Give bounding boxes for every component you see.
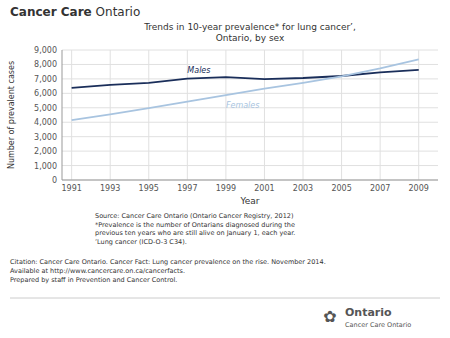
y-grid-line	[62, 64, 438, 65]
chart: Cancer Care OntarioTrends in 10-year pre…	[0, 0, 450, 338]
x-tick-label: 2003	[293, 184, 313, 193]
title: Trends in 10-year prevalence* for lung c…	[143, 22, 356, 43]
source-text: Source: Cancer Care Ontario (Ontario Can…	[95, 212, 295, 246]
title-line: Ontario, by sex	[216, 33, 285, 43]
series-label: Males	[187, 66, 210, 75]
x-tick-label: 1991	[61, 184, 81, 193]
y-tick-label: 8,000	[34, 60, 57, 69]
x-tick-label: 1993	[100, 184, 120, 193]
y-tick-label: 1,000	[34, 162, 57, 171]
x-grid-line	[225, 50, 226, 180]
footer-title: Ontario	[345, 306, 392, 319]
y-tick-label: 4,000	[34, 118, 57, 127]
x-tick-label: 2005	[331, 184, 351, 193]
y-tick-label: 3,000	[34, 133, 57, 142]
x-grid-line	[380, 50, 381, 180]
x-axis	[62, 180, 438, 181]
y-tick-label: 5,000	[34, 104, 57, 113]
source-line: *Prevalence is the number of Ontarians d…	[95, 221, 295, 229]
header-bold: Cancer Care	[10, 5, 92, 19]
y-grid-line	[62, 122, 438, 123]
x-tick-label: 1997	[177, 184, 197, 193]
y-axis-label: Number of prevalent cases	[7, 61, 16, 169]
x-tick-label: 1995	[139, 184, 159, 193]
citation: Citation: Cancer Care Ontario. Cancer Fa…	[10, 258, 326, 266]
series-line	[72, 59, 419, 120]
y-grid-line	[62, 50, 438, 51]
citation: Available at http://www.cancercare.on.ca…	[10, 267, 185, 275]
x-axis-label: Year	[239, 196, 259, 206]
y-grid-line	[62, 93, 438, 94]
x-tick-label: 2001	[254, 184, 274, 193]
y-grid-line	[62, 151, 438, 152]
x-grid-line	[264, 50, 265, 180]
y-tick-label: 7,000	[34, 75, 57, 84]
grid	[62, 50, 438, 180]
series-label: Females	[226, 101, 260, 110]
x-tick-label: 2007	[370, 184, 390, 193]
footer-symbol: ✿	[323, 307, 336, 326]
background	[0, 0, 450, 338]
y-tick-label: 6,000	[34, 89, 57, 98]
y-tick-label: 0	[52, 176, 57, 185]
y-tick-label: 2,000	[34, 147, 57, 156]
header-regular: Ontario	[92, 5, 141, 19]
x-grid-line	[303, 50, 304, 180]
y-grid-line	[62, 165, 438, 166]
source-line: Source: Cancer Care Ontario (Ontario Can…	[95, 212, 294, 220]
source-line: ’Lung cancer (ICD-O-3 C34).	[95, 238, 187, 246]
header: Cancer Care Ontario	[10, 5, 140, 19]
x-grid-line	[71, 50, 72, 180]
footer-subtitle: Cancer Care Ontario	[345, 321, 411, 329]
source-line: previous ten years who are still alive o…	[95, 229, 295, 237]
title-line: Trends in 10-year prevalence* for lung c…	[143, 22, 356, 32]
y-grid-line	[62, 180, 438, 181]
x-tick-label: 1999	[216, 184, 236, 193]
marks	[72, 59, 419, 120]
series-line	[72, 70, 419, 88]
y-grid-line	[62, 136, 438, 137]
footer-rule	[10, 298, 440, 299]
y-tick-label: 9,000	[34, 46, 57, 55]
citation: Prepared by staff in Prevention and Canc…	[10, 276, 177, 284]
y-axis	[62, 50, 63, 180]
x-grid-line	[148, 50, 149, 180]
x-grid-line	[341, 50, 342, 180]
x-tick-label: 2009	[409, 184, 429, 193]
